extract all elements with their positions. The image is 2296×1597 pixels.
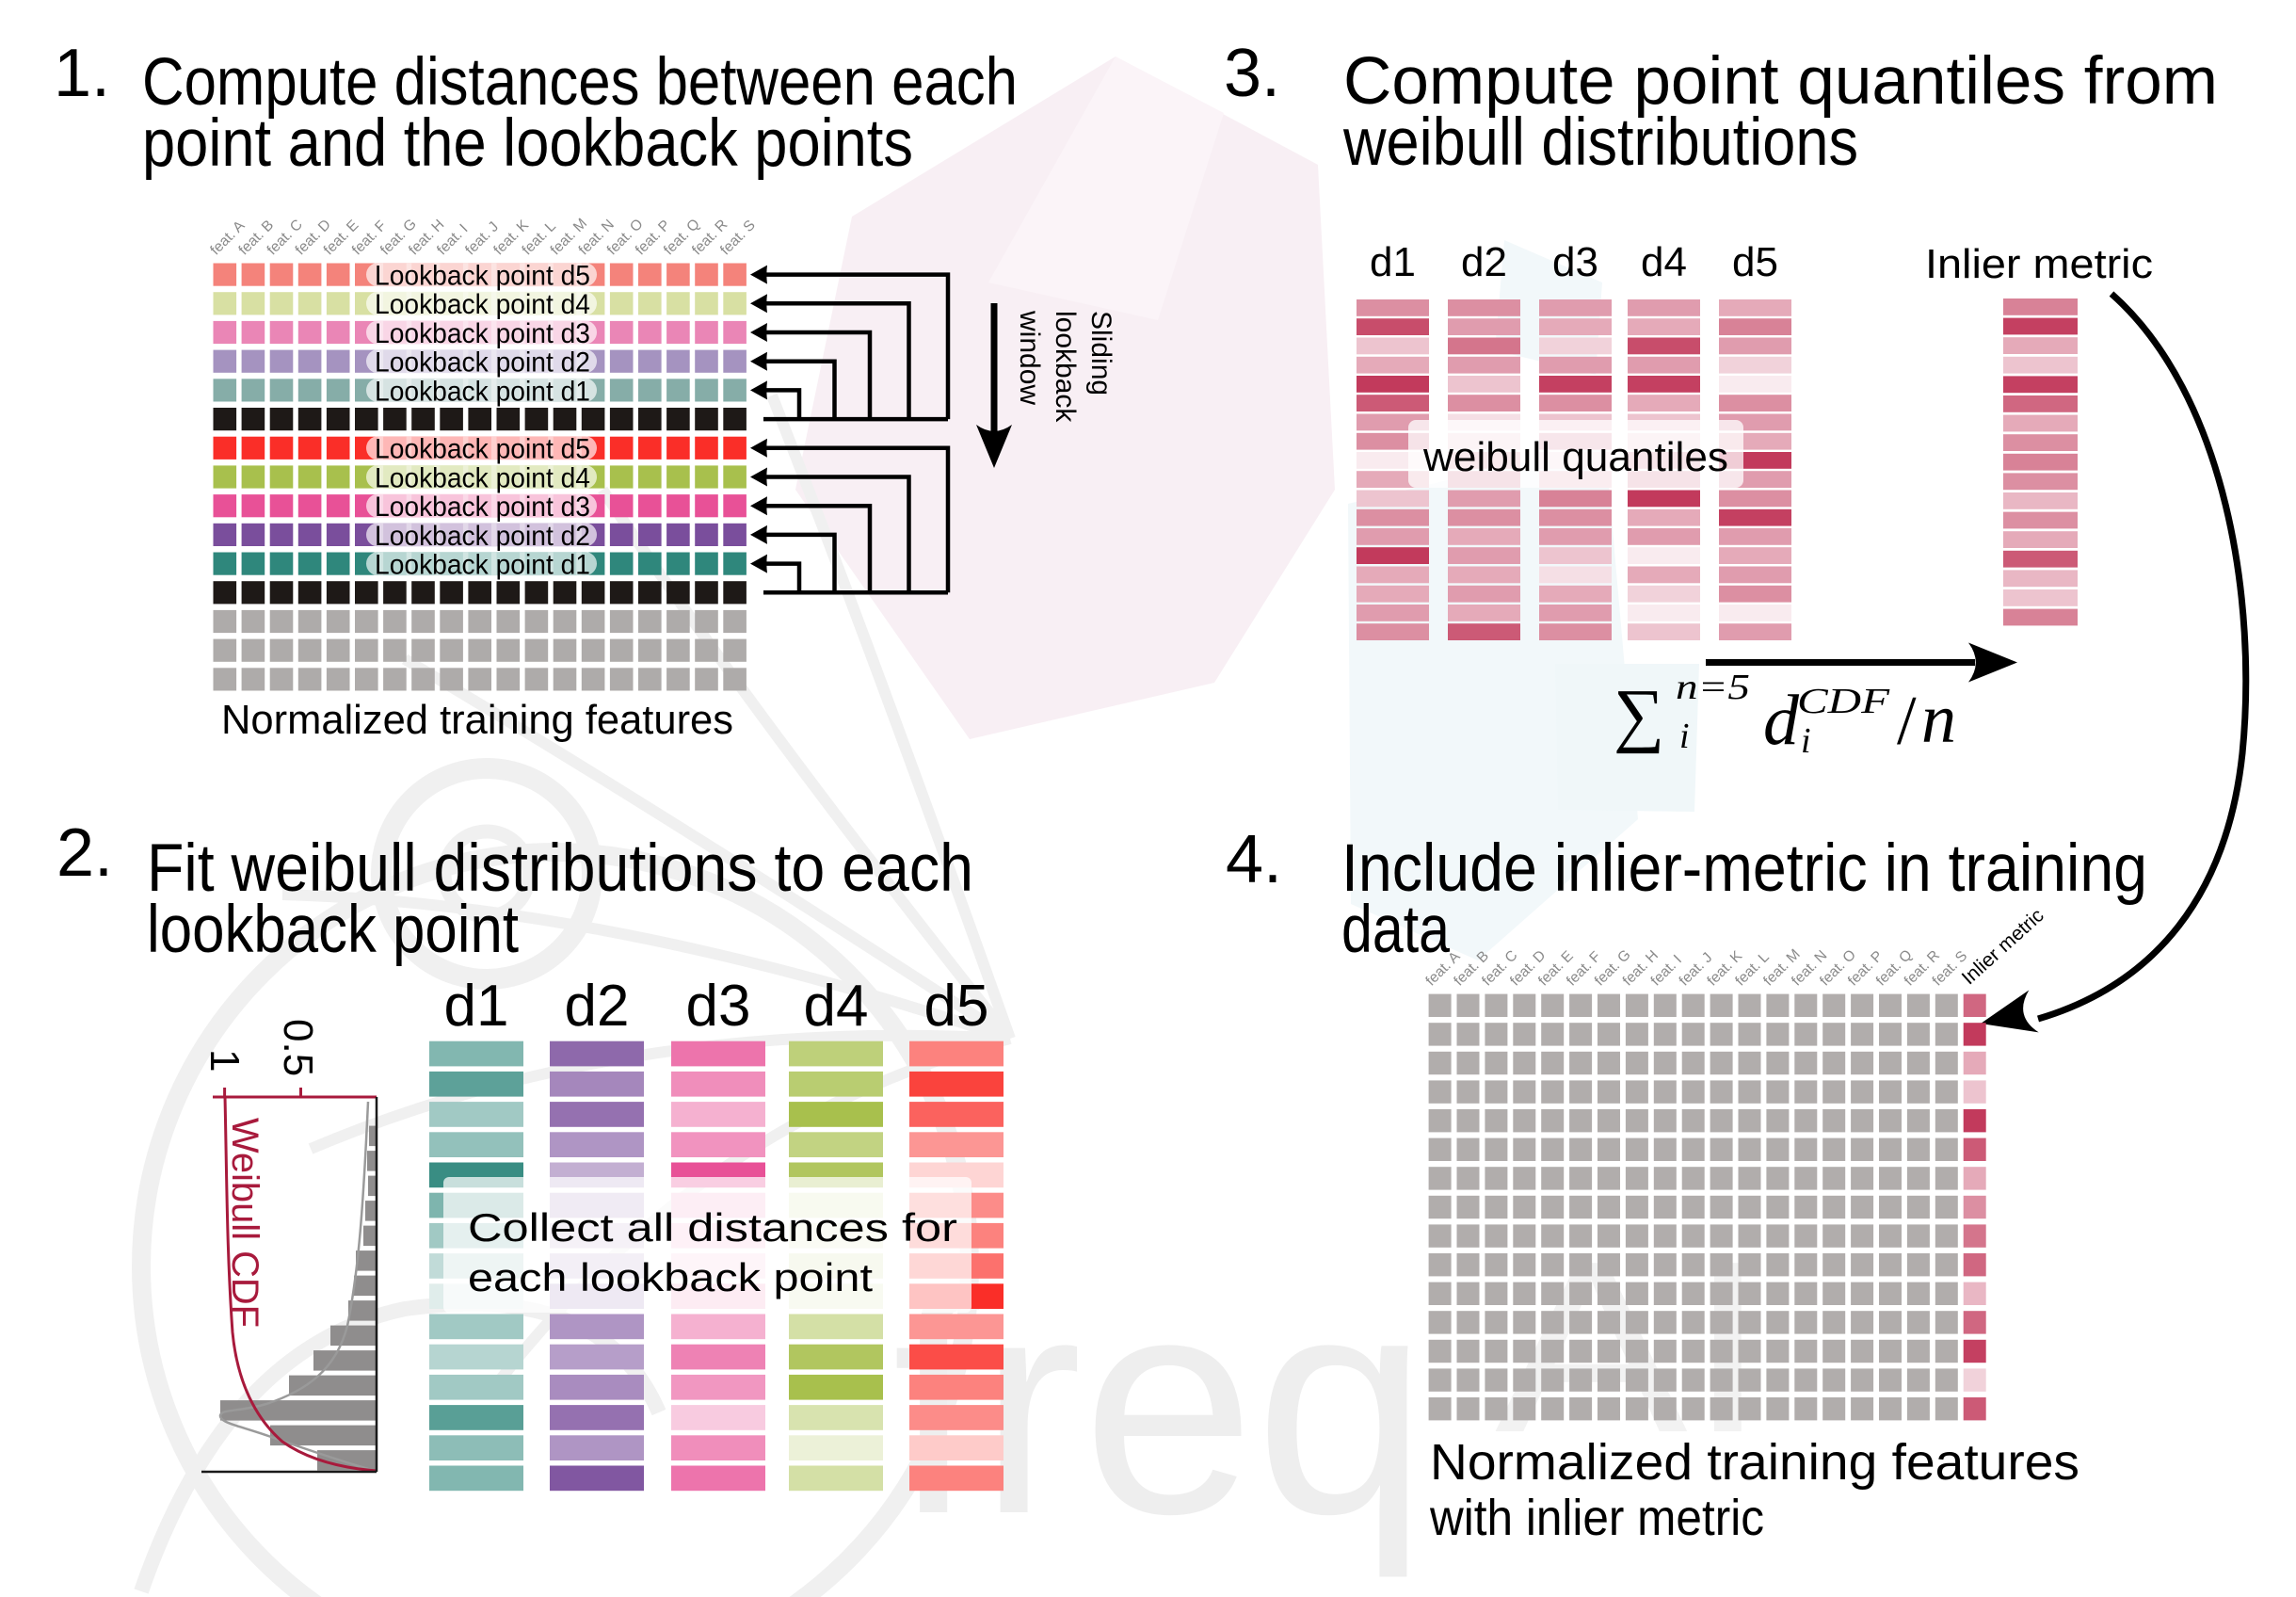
svg-text:Lookback point d5: Lookback point d5 (375, 261, 590, 292)
svg-text:Lookback point d4: Lookback point d4 (375, 289, 590, 320)
svg-text:with inlier metric: with inlier metric (1429, 1490, 1764, 1546)
svg-text:Lookback point d1: Lookback point d1 (375, 550, 590, 581)
svg-text:Lookback point d4: Lookback point d4 (375, 462, 590, 493)
svg-text:d3: d3 (686, 974, 751, 1039)
svg-text:/: / (1897, 683, 1917, 760)
svg-text:Fit weibull distributions to e: Fit weibull distributions to each (147, 831, 973, 906)
svg-text:Inlier metric: Inlier metric (1925, 241, 2153, 287)
svg-text:Lookback point d1: Lookback point d1 (375, 376, 590, 407)
svg-text:Lookback point d3: Lookback point d3 (375, 318, 590, 349)
svg-text:i: i (1679, 717, 1690, 756)
svg-text:d4: d4 (1641, 239, 1687, 285)
svg-text:n: n (1921, 681, 1956, 758)
svg-text:weibull distributions: weibull distributions (1342, 105, 1858, 180)
svg-text:Lookback point d3: Lookback point d3 (375, 492, 590, 523)
svg-text:Normalized training features: Normalized training features (221, 697, 733, 743)
svg-text:i: i (1801, 721, 1811, 761)
svg-text:point and the lookback points: point and the lookback points (142, 106, 913, 181)
svg-text:each lookback point: each lookback point (468, 1255, 873, 1299)
svg-text:d1: d1 (444, 974, 509, 1039)
svg-text:2.: 2. (56, 815, 113, 891)
svg-text:Lookback point d2: Lookback point d2 (375, 347, 590, 379)
svg-text:0.5: 0.5 (275, 1019, 321, 1076)
svg-text:weibull quantiles: weibull quantiles (1422, 434, 1728, 480)
svg-text:Collect all distances for: Collect all distances for (468, 1205, 957, 1250)
svg-text:Compute point quantiles from: Compute point quantiles from (1343, 44, 2218, 119)
svg-text:d5: d5 (1732, 239, 1778, 285)
svg-text:d3: d3 (1552, 239, 1598, 285)
svg-text:Include inlier-metric in train: Include inlier-metric in training (1341, 831, 2147, 906)
svg-text:Lookback point d2: Lookback point d2 (375, 521, 590, 552)
svg-text:Weibull CDF: Weibull CDF (224, 1118, 265, 1328)
svg-text:1: 1 (201, 1049, 248, 1072)
svg-text:Lookback point d5: Lookback point d5 (375, 434, 590, 465)
svg-text:n=5: n=5 (1676, 668, 1750, 707)
svg-text:d4: d4 (804, 974, 869, 1039)
svg-text:d1: d1 (1370, 239, 1416, 285)
svg-text:Normalized training features: Normalized training features (1430, 1434, 2079, 1491)
svg-text:d2: d2 (565, 974, 630, 1039)
svg-text:∑: ∑ (1614, 675, 1664, 754)
svg-text:Inlier metric: Inlier metric (1958, 905, 2048, 990)
svg-text:Compute distances between each: Compute distances between each (142, 45, 1018, 120)
svg-text:d5: d5 (924, 974, 989, 1039)
svg-text:3.: 3. (1224, 36, 1280, 111)
svg-text:data: data (1341, 893, 1450, 967)
svg-text:1.: 1. (54, 36, 110, 111)
svg-text:d: d (1763, 681, 1800, 760)
svg-text:d2: d2 (1461, 239, 1507, 285)
svg-text:CDF: CDF (1797, 682, 1890, 721)
svg-text:Sliding: Sliding (1085, 311, 1116, 395)
svg-text:window: window (1014, 310, 1045, 405)
svg-text:lookback point: lookback point (147, 893, 519, 967)
svg-text:4.: 4. (1226, 822, 1282, 897)
svg-text:lookback: lookback (1050, 311, 1081, 423)
